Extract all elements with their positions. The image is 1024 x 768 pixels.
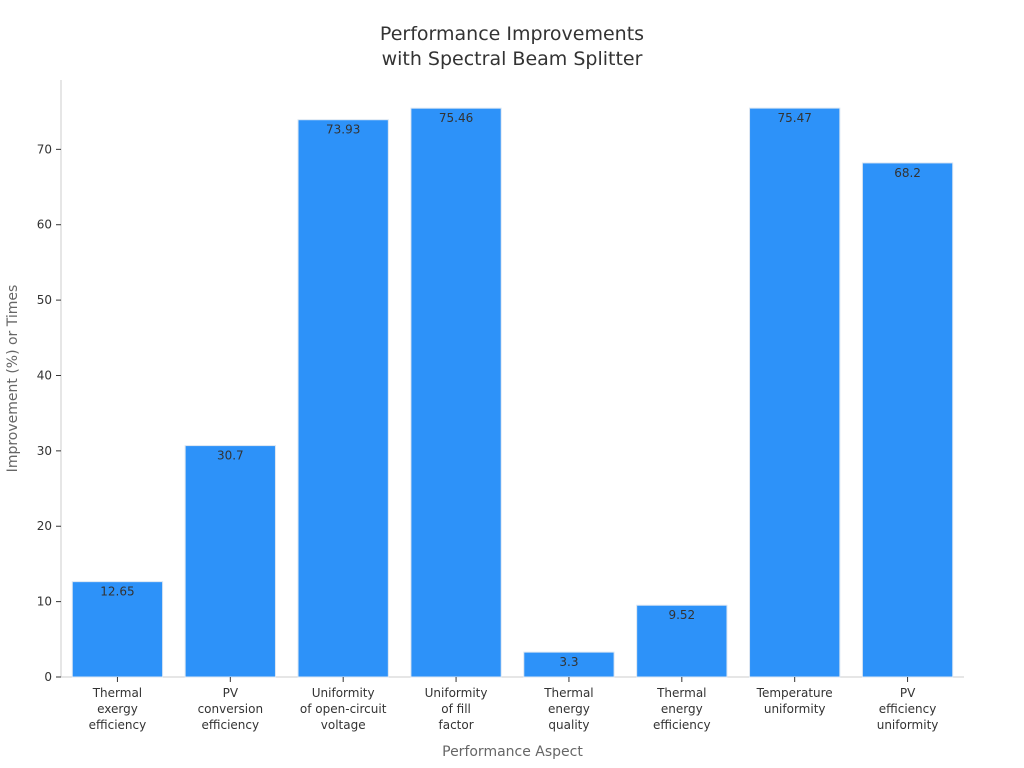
x-tick-label-line: factor — [438, 718, 473, 732]
x-tick-label-line: efficiency — [89, 718, 147, 732]
bar-value-label: 9.52 — [668, 608, 695, 622]
x-tick-label: Uniformity of fill factor — [425, 686, 488, 732]
y-axis-title: Improvement (%) or Times — [5, 285, 21, 473]
x-tick-label: PV efficiency uniformity — [877, 686, 939, 732]
bar-value-label: 75.46 — [439, 111, 473, 125]
x-tick-label-line: Thermal — [543, 686, 593, 700]
x-tick-label: Uniformity of open-circuit voltage — [300, 686, 387, 732]
y-tick-label: 70 — [37, 142, 52, 156]
x-tick-label-line: uniformity — [877, 718, 939, 732]
y-tick-label: 20 — [37, 519, 52, 533]
x-tick-label-line: Uniformity — [312, 686, 375, 700]
y-tick-label: 10 — [37, 595, 52, 609]
x-tick-label: Thermal exergy efficiency — [89, 686, 147, 732]
x-tick-label-line: efficiency — [202, 718, 260, 732]
y-tick-label: 50 — [37, 293, 52, 307]
x-tick-label-line: Thermal — [92, 686, 142, 700]
bar — [523, 651, 615, 678]
x-axis-title: Performance Aspect — [442, 744, 583, 760]
bar — [410, 107, 502, 678]
chart-title-text: Performance Improvements with Spectral Be… — [380, 23, 644, 70]
chart-title-text-line: with Spectral Beam Splitter — [382, 48, 643, 70]
bar — [749, 107, 841, 678]
x-axis-title-text: Performance Aspect — [442, 744, 583, 760]
y-tick-label: 30 — [37, 444, 52, 458]
x-tick-label-line: efficiency — [879, 702, 937, 716]
x-tick-label-line: of open-circuit — [300, 702, 387, 716]
x-tick-label: PV conversion efficiency — [198, 686, 264, 732]
x-tick-label-line: energy — [661, 702, 703, 716]
x-tick-label: Thermal energy efficiency — [653, 686, 711, 732]
x-tick-label-line: energy — [548, 702, 590, 716]
bars: 12.65 30.7 73.93 75.46 3.3 9.52 75.47 68.2 — [71, 107, 954, 678]
bar-value-label: 73.93 — [326, 123, 360, 137]
x-tick-label-line: Uniformity — [425, 686, 488, 700]
x-tick-label-line: of fill — [441, 702, 471, 716]
bar — [71, 581, 164, 678]
x-tick-label-line: Temperature — [756, 686, 833, 700]
chart-title-text-line: Performance Improvements — [380, 23, 644, 45]
y-axis-ticks: 0 10 20 30 40 50 60 70 — [37, 142, 61, 684]
x-tick-label-line: quality — [548, 718, 589, 732]
y-tick-label: 0 — [44, 670, 52, 684]
bar-value-label: 75.47 — [778, 111, 812, 125]
x-tick-label-line: efficiency — [653, 718, 711, 732]
chart-title: Performance Improvements with Spectral Be… — [380, 23, 644, 70]
x-tick-label: Temperature uniformity — [756, 686, 833, 716]
bar-value-label: 3.3 — [559, 655, 578, 669]
x-tick-label-line: PV — [900, 686, 916, 700]
x-tick-label-line: conversion — [198, 702, 264, 716]
x-tick-label-line: voltage — [321, 718, 366, 732]
x-axis-ticks: Thermal exergy efficiency PV conversion effic… — [89, 677, 939, 732]
bar — [184, 445, 276, 678]
bar — [297, 119, 389, 678]
x-tick-label-line: PV — [223, 686, 239, 700]
y-tick-label: 40 — [37, 368, 52, 382]
bar — [861, 162, 954, 678]
x-tick-label-line: uniformity — [764, 702, 826, 716]
y-tick-label: 60 — [37, 218, 52, 232]
bar-value-label: 12.65 — [100, 585, 134, 599]
bar-value-label: 30.7 — [217, 449, 244, 463]
x-tick-label-line: Thermal — [656, 686, 706, 700]
x-tick-label-line: exergy — [97, 702, 138, 716]
y-axis-title-text: Improvement (%) or Times — [5, 285, 21, 473]
bar-value-label: 68.2 — [894, 166, 921, 180]
x-tick-label: Thermal energy quality — [543, 686, 593, 732]
